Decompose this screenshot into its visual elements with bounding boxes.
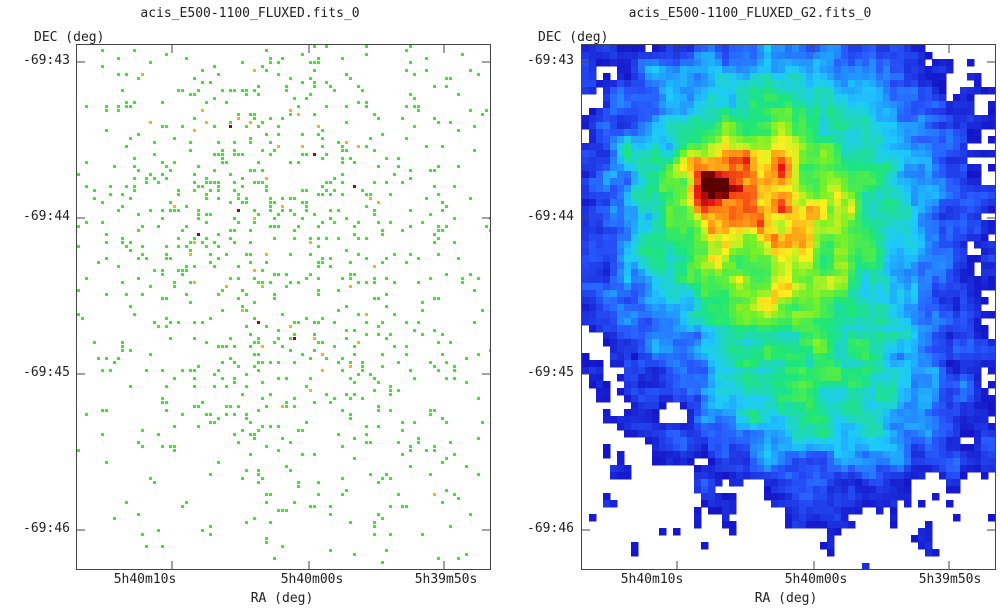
- x-tick-label: 5h40m10s: [113, 572, 177, 587]
- y-tick-label: -69:43: [527, 53, 574, 68]
- smoothed-intensity-image: [582, 45, 995, 569]
- x-tick-label: 5h40m00s: [280, 572, 344, 587]
- plot-area-smoothed[interactable]: [581, 44, 996, 570]
- x-axis-label-raw: RA (deg): [250, 591, 314, 606]
- x-axis-label-smoothed: RA (deg): [754, 591, 818, 606]
- x-tick-label: 5h40m10s: [620, 572, 684, 587]
- y-tick-label: -69:46: [23, 521, 70, 536]
- intensity-cells: [582, 45, 995, 569]
- plot-area-raw[interactable]: [76, 44, 491, 570]
- y-tick-label: -69:43: [23, 53, 70, 68]
- chart-title-raw: acis_E500-1100_FLUXED.fits_0: [140, 6, 360, 21]
- x-tick-label: 5h39m50s: [414, 572, 478, 587]
- y-axis-label-smoothed: DEC (deg): [538, 30, 609, 45]
- event-pixels: [77, 45, 490, 564]
- y-tick-label: -69:45: [23, 365, 70, 380]
- chart-title-smoothed: acis_E500-1100_FLUXED_G2.fits_0: [628, 6, 872, 21]
- left-panel: acis_E500-1100_FLUXED.fits_0 DEC (deg) -…: [23, 6, 491, 606]
- y-axis-label-raw: DEC (deg): [34, 30, 105, 45]
- y-tick-label: -69:46: [527, 521, 574, 536]
- y-tick-label: -69:45: [527, 365, 574, 380]
- x-tick-label: 5h39m50s: [918, 572, 982, 587]
- raw-event-image: [77, 45, 490, 569]
- x-tick-label: 5h40m00s: [784, 572, 848, 587]
- right-panel: acis_E500-1100_FLUXED_G2.fits_0 DEC (deg…: [500, 0, 1000, 616]
- y-tick-label: -69:44: [23, 209, 70, 224]
- y-tick-label: -69:44: [527, 209, 574, 224]
